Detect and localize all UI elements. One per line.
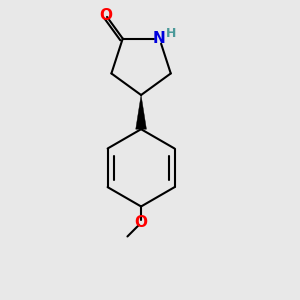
Text: N: N (153, 31, 166, 46)
Text: O: O (135, 215, 148, 230)
Polygon shape (136, 95, 146, 129)
Text: O: O (99, 8, 112, 23)
Text: H: H (166, 27, 176, 40)
